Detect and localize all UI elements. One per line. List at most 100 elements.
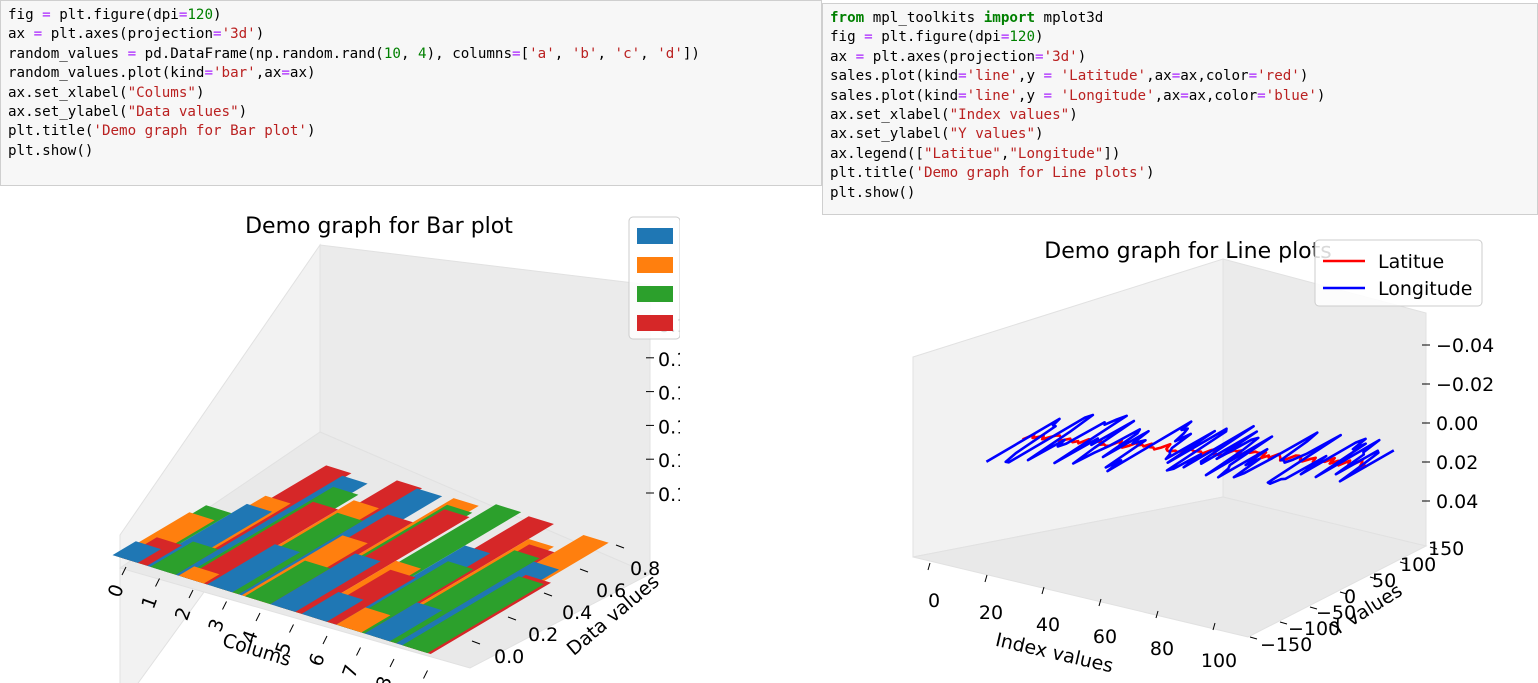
code-token: plt.axes(projection xyxy=(42,26,214,43)
y-tick-label: −100 xyxy=(1288,618,1340,640)
x-tick-label: 60 xyxy=(1093,626,1117,648)
code-token: ax.set_ylabel( xyxy=(8,103,128,120)
code-token: ax.set_ylabel( xyxy=(830,126,950,143)
y-tick-label: 100 xyxy=(1400,554,1436,576)
y-tick-label: 0 xyxy=(1344,586,1356,608)
code-token: ) xyxy=(1146,165,1155,182)
code-line: ax.set_xlabel("Colums") xyxy=(8,84,821,103)
y-tick-mark xyxy=(1399,561,1408,565)
legend-label-Longitude: Longitude xyxy=(1378,278,1473,300)
code-line: ax.legend(["Latitue","Longitude"]) xyxy=(830,145,1537,164)
x-tick-mark xyxy=(1155,610,1159,619)
y-tick-mark xyxy=(1369,576,1378,580)
bar-a-0 xyxy=(112,541,161,563)
line-plot-title: Demo graph for Line plots xyxy=(1044,239,1331,264)
code-token: mpl_toolkits xyxy=(864,10,984,26)
code-cell-bar-plot[interactable]: fig = plt.figure(dpi=120) ax = plt.axes(p… xyxy=(0,0,822,186)
y-tick-mark xyxy=(471,640,481,645)
x-tick-mark xyxy=(423,670,428,679)
code-token: "Y values" xyxy=(949,126,1036,143)
code-token: ,y xyxy=(1017,68,1044,85)
code-line: fig = plt.figure(dpi=120) xyxy=(830,28,1537,47)
code-token: plt.title( xyxy=(8,123,94,140)
code-token: 'Longitude' xyxy=(1060,87,1155,104)
code-token: pd.DataFrame(np.random.rand( xyxy=(136,45,384,62)
bar-plot-3d: 0.1200.1220.1240.1260.1280.1300123456789… xyxy=(104,214,680,683)
code-token: , xyxy=(554,45,572,62)
code-line: ax.set_ylabel("Data values") xyxy=(8,103,821,122)
x-tick-label: 7 xyxy=(338,662,363,681)
code-token: = xyxy=(864,29,873,46)
x-tick-mark xyxy=(121,566,127,576)
code-token: 'line' xyxy=(966,68,1018,85)
code-token: ) xyxy=(306,123,316,140)
y-tick-label: 0.6 xyxy=(596,580,626,602)
code-token: 'Demo graph for Line plots' xyxy=(915,165,1147,182)
code-token: = xyxy=(1000,29,1010,46)
x-tick-label: 20 xyxy=(979,602,1003,624)
code-line: ax = plt.axes(projection='3d') xyxy=(8,25,821,44)
code-token: = xyxy=(1248,68,1258,85)
code-line: sales.plot(kind='line',y = 'Latitude',ax… xyxy=(830,67,1537,86)
floor-pane xyxy=(912,496,1428,638)
code-token: "Colums" xyxy=(127,84,196,101)
code-token: 'red' xyxy=(1257,68,1300,85)
code-cell-line-plot[interactable]: from mpl_toolkits import mplot3d fig = pl… xyxy=(822,3,1538,215)
x-tick-label: 80 xyxy=(1150,638,1174,660)
z-tick-label: −0.02 xyxy=(1436,374,1494,396)
legend-swatch-a xyxy=(637,228,673,244)
code-token: ax.set_xlabel( xyxy=(830,106,950,123)
code-token: 120 xyxy=(1009,29,1036,46)
code-token: = xyxy=(1180,87,1189,104)
code-token: ) xyxy=(238,103,248,120)
code-token: ]) xyxy=(682,45,700,62)
code-token: 4 xyxy=(418,45,427,62)
code-token: = xyxy=(1257,87,1266,104)
code-token: [ xyxy=(520,45,530,62)
bar-b-7 xyxy=(336,607,391,633)
code-token: = xyxy=(512,45,521,62)
code-token: random_values.plot(kind xyxy=(8,65,205,82)
code-token: 'c' xyxy=(614,45,641,62)
code-token: = xyxy=(1035,48,1044,65)
code-token: ,y xyxy=(1017,87,1044,104)
code-token: 'a' xyxy=(529,45,555,62)
z-tick-label: 0.128 xyxy=(658,349,680,371)
code-token: plt.figure(dpi xyxy=(872,29,1001,46)
bar-a-3 xyxy=(207,544,301,593)
code-token: import xyxy=(983,10,1036,26)
x-tick-label: 6 xyxy=(305,651,330,670)
z-tick-label: 0.124 xyxy=(658,416,680,438)
legend-swatch-d xyxy=(637,315,673,331)
code-token: mplot3d xyxy=(1035,10,1104,26)
code-token: 120 xyxy=(187,7,214,23)
code-line: from mpl_toolkits import mplot3d xyxy=(830,9,1537,28)
code-token: 'blue' xyxy=(1265,87,1317,104)
code-token: 'b' xyxy=(571,45,598,62)
x-tick-mark xyxy=(322,635,328,645)
x-tick-label: 0 xyxy=(928,590,940,612)
y-tick-label: 0.0 xyxy=(494,646,524,668)
x-tick-mark xyxy=(155,578,160,587)
z-tick-label: 0.00 xyxy=(1436,413,1478,435)
code-token xyxy=(1052,68,1061,84)
code-line: random_values = pd.DataFrame(np.random.r… xyxy=(8,45,821,64)
legend-swatch-c xyxy=(637,286,673,302)
code-token: "Data values" xyxy=(127,103,239,120)
z-tick-label: 0.04 xyxy=(1436,491,1478,513)
code-line: ax.set_ylabel("Y values") xyxy=(830,125,1537,144)
y-tick-mark xyxy=(1309,606,1318,610)
code-token: '3d' xyxy=(1043,48,1078,65)
bar-plot-title: Demo graph for Bar plot xyxy=(245,214,513,239)
code-token: ) xyxy=(1316,87,1326,104)
code-token: = xyxy=(1171,68,1181,85)
bar-a-6 xyxy=(301,592,364,622)
code-token: ax) xyxy=(289,65,316,82)
code-token: 'Demo graph for Bar plot' xyxy=(93,123,307,140)
code-token: ax.set_xlabel( xyxy=(8,84,128,101)
code-token: ) xyxy=(1069,106,1078,123)
code-line: plt.title('Demo graph for Line plots') xyxy=(830,164,1537,183)
bar-b-2 xyxy=(178,566,220,584)
code-token: = xyxy=(281,65,290,82)
z-tick-label: −0.04 xyxy=(1436,335,1494,357)
